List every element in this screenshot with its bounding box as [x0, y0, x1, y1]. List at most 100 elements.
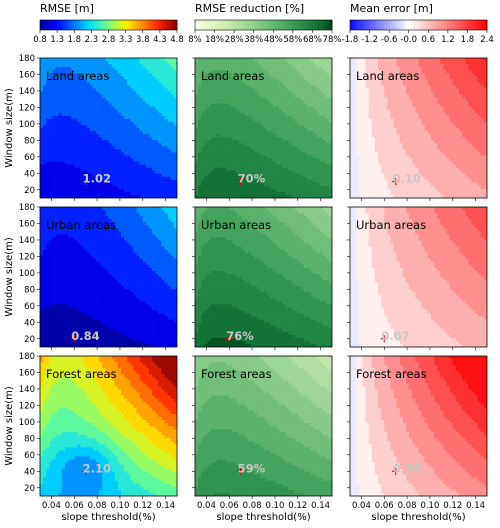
- heatmap-cell: [368, 137, 373, 141]
- heatmap-cell: [117, 167, 122, 171]
- heatmap-cell: [325, 185, 330, 190]
- heatmap-cell: [127, 143, 131, 147]
- heatmap-cell: [207, 82, 211, 86]
- heatmap-cell: [164, 179, 169, 184]
- heatmap-cell: [204, 112, 208, 117]
- heatmap-cell: [362, 109, 366, 114]
- heatmap-cell: [328, 61, 332, 65]
- heatmap-cell: [105, 73, 109, 77]
- heatmap-cell: [136, 58, 140, 62]
- heatmap-cell: [195, 109, 199, 114]
- heatmap-cell: [83, 152, 88, 156]
- heatmap-cell: [158, 76, 162, 80]
- colorbar-segment: [297, 20, 301, 30]
- heatmap-cell: [136, 188, 140, 193]
- colorbar-segment: [412, 20, 417, 30]
- heatmap-cell: [49, 100, 53, 104]
- heatmap-cell: [374, 164, 379, 168]
- heatmap-cell: [77, 170, 81, 174]
- heatmap-cell: [52, 188, 56, 193]
- heatmap-cell: [300, 128, 305, 132]
- heatmap-cell: [55, 185, 60, 190]
- heatmap-cell: [127, 94, 131, 98]
- heatmap-cell: [167, 70, 172, 74]
- heatmap-cell: [310, 185, 314, 190]
- heatmap-cell: [359, 149, 363, 153]
- heatmap-cell: [374, 158, 379, 162]
- heatmap-cell: [148, 103, 153, 108]
- heatmap-cell: [195, 82, 199, 86]
- heatmap-cell: [288, 173, 292, 178]
- heatmap-cell: [390, 85, 394, 89]
- heatmap-cell: [77, 58, 81, 62]
- heatmap-cell: [124, 82, 128, 86]
- heatmap-cell: [167, 176, 172, 181]
- heatmap-cell: [207, 118, 211, 123]
- heatmap-cell: [195, 58, 199, 62]
- heatmap-cell: [96, 79, 100, 83]
- heatmap-cell: [238, 106, 243, 111]
- heatmap-cell: [350, 188, 354, 193]
- heatmap-cell: [260, 85, 264, 89]
- heatmap-cell: [368, 131, 373, 135]
- heatmap-cell: [142, 64, 147, 68]
- heatmap-cell: [105, 131, 109, 135]
- heatmap-cell: [124, 191, 128, 196]
- heatmap-cell: [254, 64, 258, 68]
- heatmap-cell: [368, 106, 373, 111]
- heatmap-cell: [316, 121, 320, 126]
- heatmap-cell: [158, 146, 162, 150]
- heatmap-cell: [300, 176, 305, 181]
- heatmap-cell: [102, 124, 106, 129]
- heatmap-cell: [170, 112, 175, 117]
- heatmap-cell: [387, 82, 391, 86]
- heatmap-cell: [241, 137, 246, 141]
- heatmap-cell: [263, 170, 267, 174]
- heatmap-cell: [384, 131, 388, 135]
- heatmap-cell: [124, 76, 128, 80]
- colorbar-segment: [200, 20, 204, 30]
- heatmap-cell: [204, 173, 208, 178]
- heatmap-cell: [263, 91, 267, 95]
- heatmap-cell: [223, 73, 227, 77]
- heatmap-cell: [40, 67, 44, 71]
- heatmap-cell: [173, 70, 177, 74]
- heatmap-cell: [89, 194, 94, 198]
- heatmap-cell: [124, 167, 128, 171]
- heatmap-cell: [365, 149, 370, 153]
- heatmap-cell: [362, 103, 366, 108]
- colorbar-segment: [148, 20, 152, 30]
- heatmap-cell: [102, 164, 106, 168]
- heatmap-cell: [133, 106, 137, 111]
- heatmap-cell: [43, 146, 47, 150]
- heatmap-cell: [40, 85, 44, 89]
- heatmap-cell: [86, 109, 91, 114]
- heatmap-cell: [68, 164, 72, 168]
- heatmap-cell: [161, 82, 165, 86]
- colorbar-segment: [145, 20, 149, 30]
- heatmap-cell: [99, 61, 103, 65]
- heatmap-cell: [356, 188, 360, 193]
- heatmap-cell: [127, 161, 131, 165]
- heatmap-cell: [43, 79, 47, 83]
- heatmap-cell: [130, 134, 134, 138]
- heatmap-cell: [83, 85, 88, 89]
- heatmap-cell: [58, 103, 63, 108]
- heatmap-cell: [213, 121, 218, 126]
- heatmap-cell: [368, 143, 373, 147]
- heatmap-cell: [266, 64, 271, 68]
- heatmap-cell: [235, 131, 239, 135]
- heatmap-cell: [374, 109, 379, 114]
- colorbar-segment: [317, 20, 321, 30]
- heatmap-cell: [378, 73, 382, 77]
- heatmap-cell: [83, 146, 88, 150]
- heatmap-cell: [167, 167, 172, 171]
- heatmap-cell: [170, 170, 175, 174]
- heatmap-cell: [117, 188, 122, 193]
- heatmap-cell: [142, 131, 147, 135]
- heatmap-cell: [74, 140, 78, 144]
- heatmap-cell: [77, 176, 81, 181]
- heatmap-cell: [80, 146, 84, 150]
- heatmap-cell: [297, 97, 302, 101]
- heatmap-cell: [68, 106, 72, 111]
